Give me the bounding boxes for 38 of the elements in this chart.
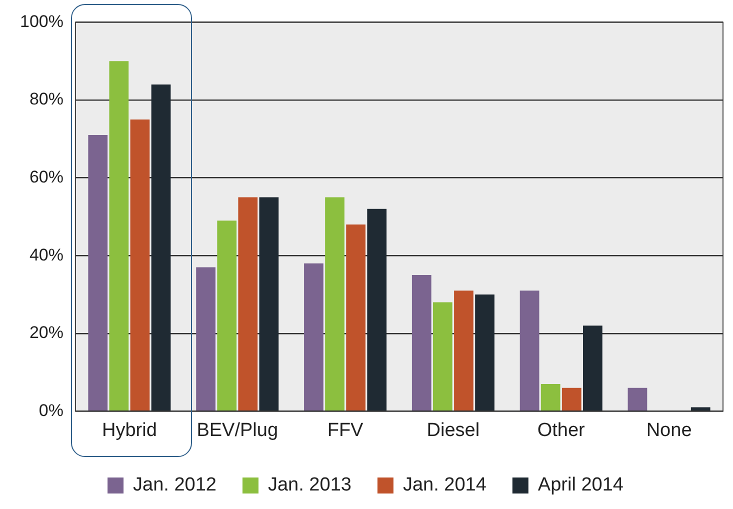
bar xyxy=(109,61,129,411)
bar xyxy=(690,407,710,411)
x-tick-label: FFV xyxy=(327,420,364,441)
x-tick-label: Hybrid xyxy=(102,420,157,441)
bar xyxy=(238,197,258,411)
y-tick-label: 100% xyxy=(20,12,64,31)
y-tick-label: 60% xyxy=(29,167,64,186)
bar xyxy=(628,388,648,411)
legend-label: Jan. 2012 xyxy=(133,474,216,496)
y-tick-label: 80% xyxy=(29,90,64,109)
bar xyxy=(88,135,108,411)
x-tick-label: Diesel xyxy=(426,420,480,441)
bar xyxy=(325,197,344,411)
bar xyxy=(217,220,237,411)
bar xyxy=(454,290,474,411)
bar xyxy=(475,294,494,411)
y-tick-label: 20% xyxy=(29,323,64,342)
bar xyxy=(346,224,366,411)
bar xyxy=(412,275,432,411)
x-tick-label: BEV/Plug xyxy=(196,420,278,441)
y-tick-label: 0% xyxy=(38,400,64,420)
bar xyxy=(583,326,602,411)
bar xyxy=(151,84,171,411)
bar xyxy=(432,302,452,411)
bar xyxy=(259,197,279,411)
y-tick-label: 40% xyxy=(29,245,64,264)
bar xyxy=(130,119,150,411)
bar xyxy=(304,263,324,411)
bar xyxy=(196,267,216,411)
legend-label: Jan. 2013 xyxy=(268,474,352,496)
bar xyxy=(520,290,540,411)
bar xyxy=(562,388,582,411)
x-tick-label: None xyxy=(646,420,692,441)
x-tick-label: Other xyxy=(537,420,586,441)
legend-label: Jan. 2014 xyxy=(402,474,487,496)
legend-label: April 2014 xyxy=(538,474,624,496)
bar xyxy=(367,208,387,411)
bar xyxy=(540,384,560,411)
